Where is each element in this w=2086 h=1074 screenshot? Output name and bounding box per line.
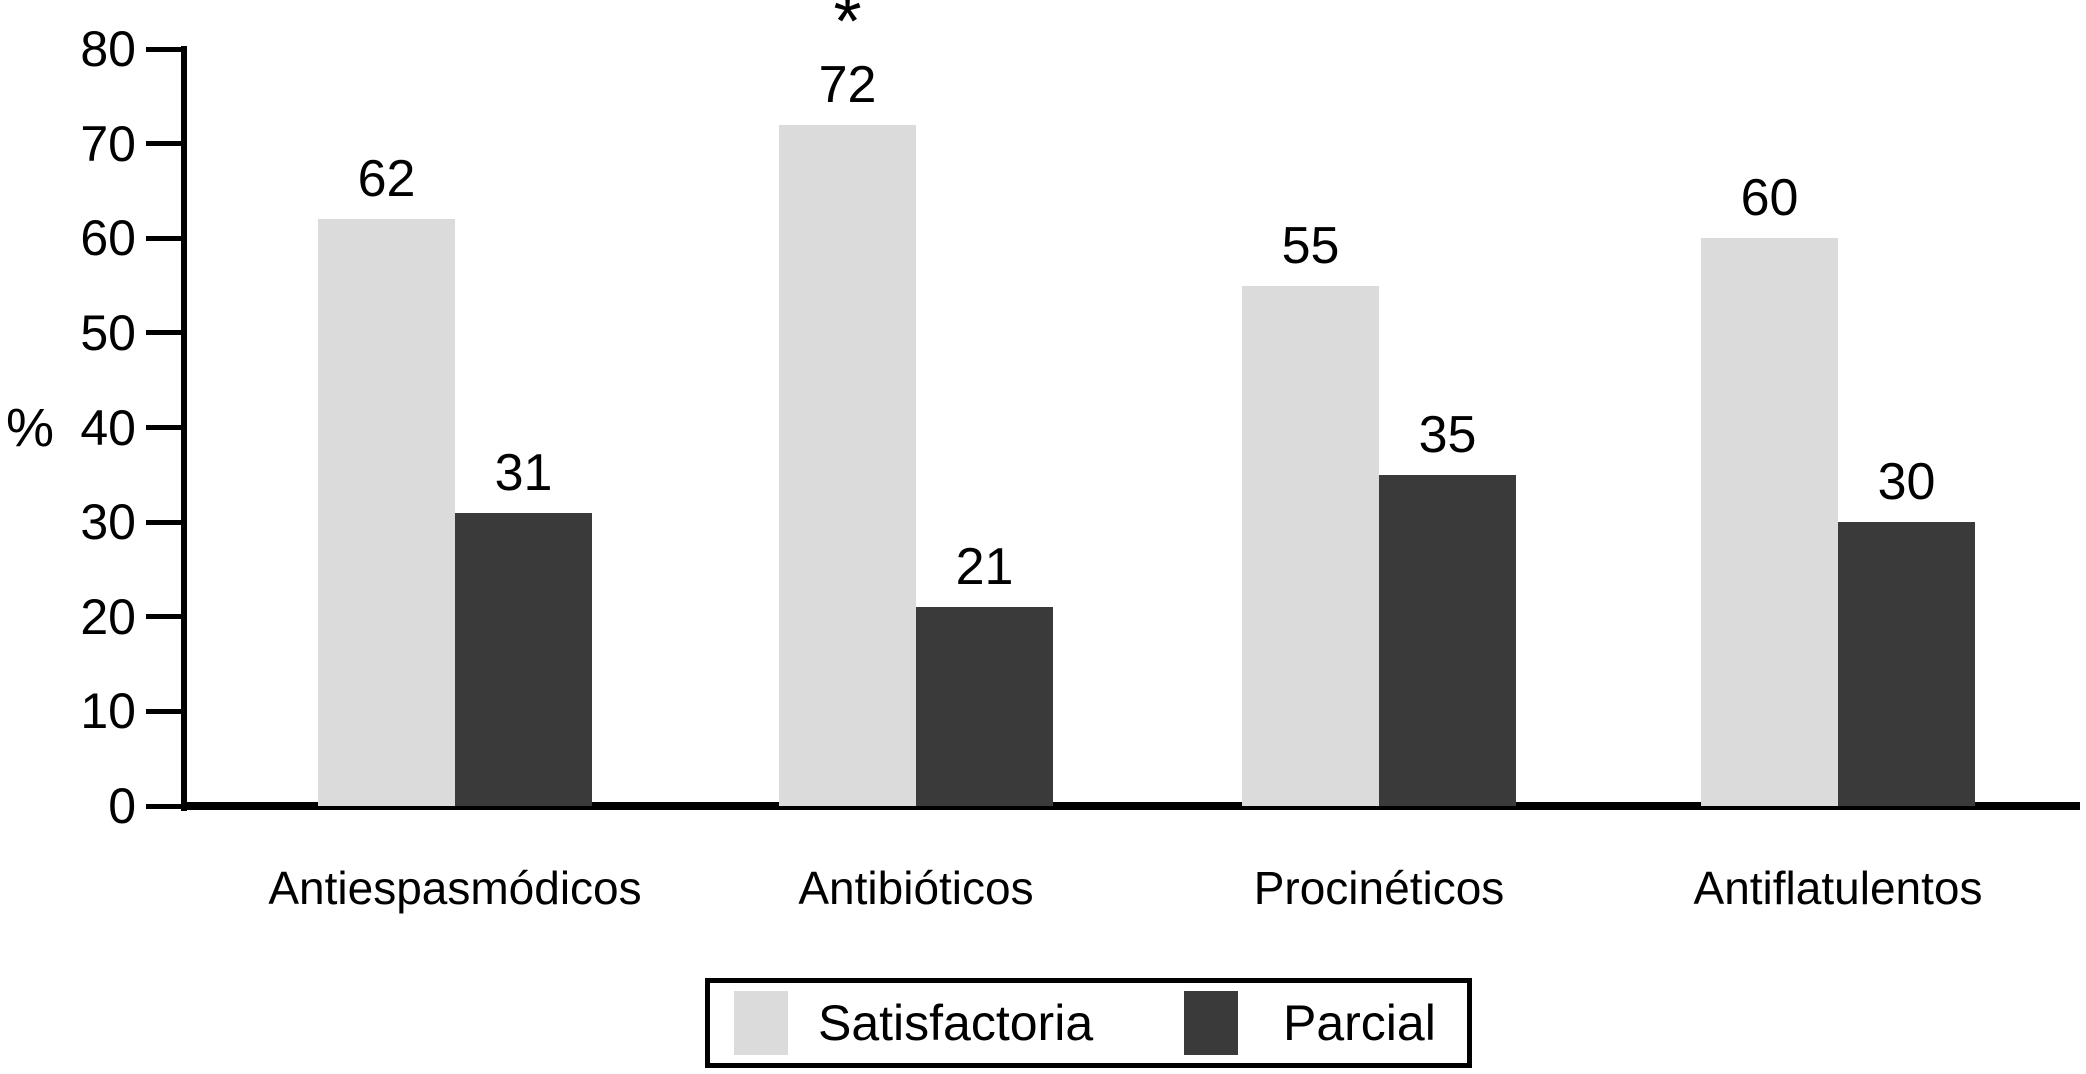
y-tick-40 (146, 425, 186, 430)
y-tick-label-70: 70 (80, 115, 136, 172)
value-label-satisfactoria-procineticos: 55 (1281, 216, 1340, 275)
bar-satisfactoria-procineticos (1242, 285, 1379, 806)
y-tick-50 (146, 330, 186, 336)
legend-swatch-satisfactoria (734, 991, 788, 1055)
y-tick-20 (146, 614, 186, 620)
bar-parcial-procineticos (1379, 474, 1516, 806)
y-tick-label-80: 80 (80, 21, 136, 77)
y-tick-10 (146, 708, 186, 714)
bar-satisfactoria-antiespasmodicos (318, 219, 455, 806)
significance-asterisk: * (833, 0, 862, 62)
category-label-procineticos: Procinéticos (1253, 862, 1505, 914)
y-tick-label-50: 50 (80, 304, 136, 361)
value-label-parcial-procineticos: 35 (1418, 405, 1477, 464)
y-tick-label-10: 10 (80, 683, 136, 740)
y-tick-70 (146, 141, 186, 147)
legend: Satisfactoria Parcial (705, 978, 1472, 1068)
bar-parcial-antibioticos (916, 607, 1053, 806)
bar-parcial-antiflatulentos (1838, 522, 1975, 806)
value-label-satisfactoria-antibioticos: 72 (818, 55, 877, 114)
legend-label-parcial: Parcial (1283, 995, 1436, 1051)
y-tick-0 (146, 803, 186, 809)
legend-label-satisfactoria: Satisfactoria (818, 995, 1094, 1051)
bar-satisfactoria-antibioticos (779, 124, 916, 806)
value-label-satisfactoria-antiespasmodicos: 62 (357, 150, 416, 209)
y-tick-label-40: 40 (80, 399, 136, 456)
legend-swatch-parcial (1184, 991, 1238, 1055)
value-label-parcial-antibioticos: 21 (955, 538, 1014, 597)
y-axis-label: % (6, 398, 55, 458)
value-label-parcial-antiflatulentos: 30 (1877, 453, 1936, 512)
x-axis-line (181, 802, 2080, 810)
value-label-parcial-antiespasmodicos: 31 (494, 443, 553, 502)
y-tick-30 (146, 519, 186, 525)
category-label-antiespasmodicos: Antiespasmódicos (268, 862, 642, 914)
y-tick-label-0: 0 (108, 778, 136, 834)
value-label-satisfactoria-antiflatulentos: 60 (1740, 169, 1799, 228)
y-tick-label-30: 30 (80, 494, 136, 551)
bar-satisfactoria-antiflatulentos (1701, 238, 1838, 806)
y-tick-80 (146, 46, 186, 52)
y-tick-60 (146, 235, 186, 241)
y-tick-label-60: 60 (80, 210, 136, 267)
bar-parcial-antiespasmodicos (455, 512, 592, 806)
category-label-antibioticos: Antibióticos (798, 862, 1034, 914)
category-label-antiflatulentos: Antiflatulentos (1693, 862, 1983, 914)
y-tick-label-20: 20 (80, 588, 136, 645)
